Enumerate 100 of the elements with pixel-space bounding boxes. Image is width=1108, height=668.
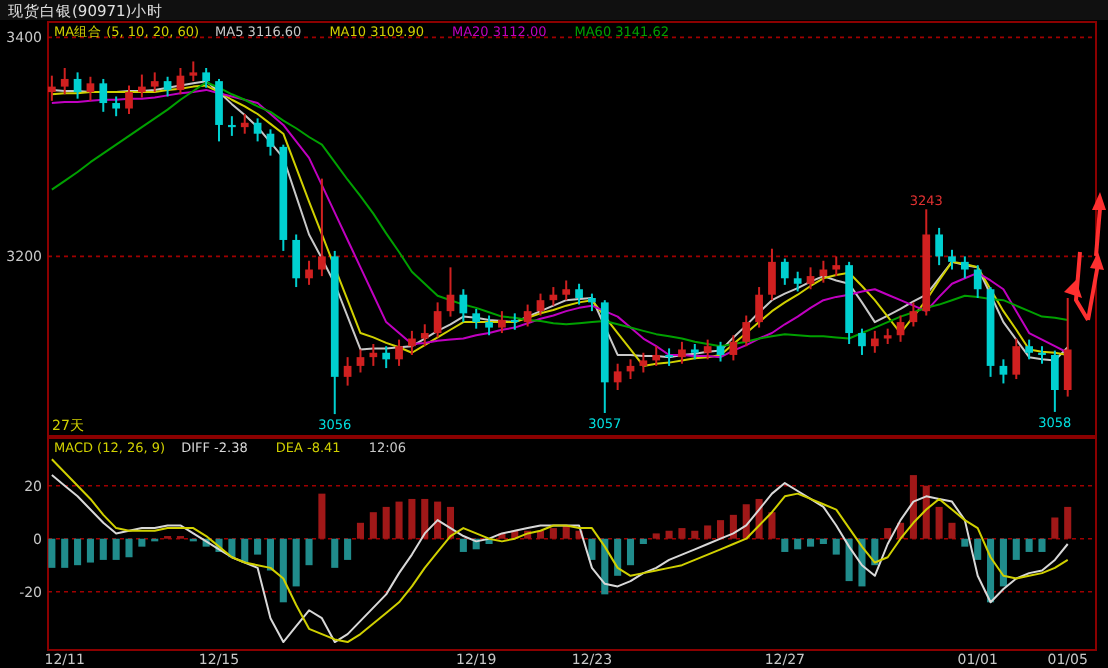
candlestick [73, 71, 82, 100]
candlestick [150, 71, 159, 94]
bar [1012, 538, 1020, 560]
bar [421, 498, 429, 539]
bar [254, 538, 262, 555]
candlestick [356, 348, 365, 374]
bar [241, 538, 249, 563]
candlestick [472, 307, 481, 330]
bar [691, 530, 699, 539]
bar [138, 538, 146, 547]
bar [1025, 538, 1033, 552]
candlestick [292, 233, 301, 289]
candlestick [1050, 349, 1059, 413]
bar [125, 538, 133, 558]
candlestick [613, 362, 622, 391]
candlestick [1012, 337, 1021, 381]
candlestick [678, 340, 686, 365]
bar [884, 528, 892, 539]
candlestick [909, 301, 918, 328]
candlestick [99, 77, 108, 113]
bar [356, 522, 365, 539]
candlestick [189, 60, 198, 83]
bar [48, 538, 56, 568]
candlestick [369, 343, 378, 367]
bar [536, 530, 545, 539]
candlestick [1038, 345, 1046, 365]
candlestick [395, 338, 403, 367]
candlestick [858, 327, 866, 356]
bar [639, 538, 647, 544]
bar [807, 538, 815, 547]
candlestick [215, 77, 223, 143]
candlestick [742, 314, 751, 348]
candlestick [935, 226, 943, 267]
candlestick [240, 113, 249, 135]
candlestick [163, 75, 172, 98]
candlestick [1063, 297, 1072, 398]
bar [1051, 517, 1059, 539]
candlestick [1025, 338, 1033, 361]
bar [1038, 538, 1046, 552]
candlestick [832, 255, 841, 278]
bar [382, 506, 390, 539]
bar [305, 538, 313, 566]
bar [395, 501, 403, 539]
candlestick [202, 67, 211, 89]
candlestick [703, 338, 712, 361]
candlestick [729, 334, 738, 362]
candlestick [305, 259, 313, 286]
candlestick [86, 75, 95, 102]
bar [652, 533, 660, 539]
candlestick [549, 286, 558, 307]
bar [626, 538, 635, 566]
bar [665, 530, 673, 539]
candlestick [510, 312, 519, 331]
bar [549, 528, 557, 539]
candlestick [408, 329, 416, 356]
bar [974, 538, 982, 560]
candlestick [665, 347, 673, 367]
candlestick [420, 323, 429, 348]
candlestick [793, 270, 802, 293]
candlestick [716, 340, 725, 363]
bar [935, 506, 943, 539]
candlestick [948, 248, 956, 271]
bar [266, 538, 274, 571]
bar [768, 512, 776, 539]
candlestick [138, 73, 146, 99]
candlestick [343, 356, 352, 387]
bar [614, 538, 622, 576]
bar [819, 538, 827, 544]
bar [948, 522, 956, 539]
candlestick [870, 329, 879, 354]
bar [112, 538, 120, 560]
candlestick [960, 255, 969, 280]
candlestick [228, 115, 236, 137]
candlestick [112, 95, 121, 118]
bar [459, 538, 467, 552]
bar [318, 493, 326, 539]
candlestick [768, 247, 776, 302]
candlestick [125, 84, 133, 115]
candlestick [60, 67, 69, 96]
bar [922, 485, 930, 539]
candlestick [896, 314, 905, 343]
bar [99, 538, 107, 560]
bar [999, 538, 1007, 587]
bar [1064, 506, 1072, 539]
bar [909, 475, 917, 539]
candlestick [999, 358, 1008, 385]
candlestick [806, 266, 815, 291]
candlestick [652, 345, 661, 367]
bar [716, 520, 725, 539]
bar [408, 498, 416, 539]
bar [678, 528, 686, 539]
candlestick [459, 288, 468, 324]
candlestick [498, 310, 506, 335]
bar [961, 538, 969, 547]
candlestick [253, 117, 262, 143]
bar [61, 538, 69, 568]
bar [86, 538, 94, 563]
candlestick [973, 264, 982, 299]
bar [832, 538, 840, 555]
bar [434, 501, 442, 539]
